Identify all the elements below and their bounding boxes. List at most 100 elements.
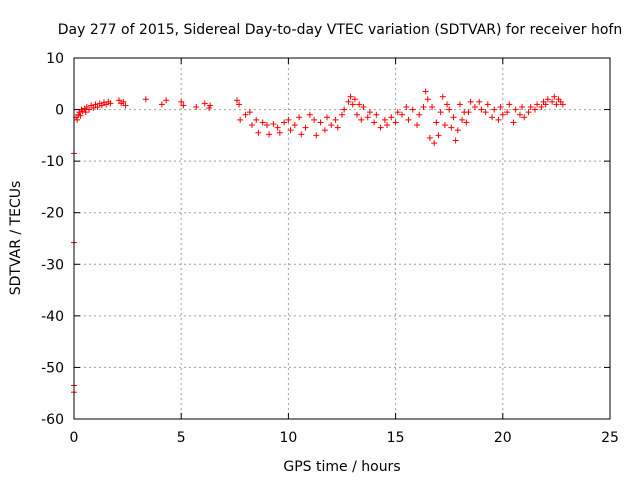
data-point (538, 103, 545, 110)
data-point (255, 129, 262, 136)
data-points (71, 88, 566, 396)
data-point (499, 111, 506, 118)
data-point (317, 119, 324, 126)
data-point (489, 114, 496, 121)
data-point (82, 109, 89, 116)
data-point (263, 122, 270, 129)
data-point (450, 114, 457, 121)
data-point (553, 101, 560, 108)
data-point (388, 114, 395, 121)
data-point (274, 124, 281, 131)
data-point (266, 131, 273, 138)
data-point (446, 106, 453, 113)
axis-ticks (73, 57, 611, 420)
data-point (248, 122, 255, 129)
data-point (94, 103, 101, 110)
data-point (424, 96, 431, 103)
data-point (426, 134, 433, 141)
y-tick-label: -20 (41, 206, 64, 222)
data-point (364, 114, 371, 121)
data-point (497, 103, 504, 110)
data-point (276, 129, 283, 136)
data-point (122, 102, 129, 109)
data-point (394, 109, 401, 116)
data-point (371, 119, 378, 126)
data-point (521, 114, 528, 121)
tick-labels: 0 5 10 15 20 25 10 0 -10 -20 -30 -40 -50 -60 (41, 51, 619, 446)
data-point (98, 102, 105, 109)
data-point (510, 119, 517, 126)
data-point (259, 119, 266, 126)
data-point (478, 106, 485, 113)
data-point (332, 116, 339, 123)
data-point (237, 116, 244, 123)
data-point (531, 106, 538, 113)
data-point (439, 93, 446, 100)
data-point (437, 109, 444, 116)
chart-title: Day 277 of 2015, Sidereal Day-to-day VTE… (58, 22, 622, 38)
data-point (349, 101, 356, 108)
data-point (465, 109, 472, 116)
data-point (158, 101, 165, 108)
data-point (163, 97, 170, 104)
data-point (405, 116, 412, 123)
x-tick-label: 10 (279, 430, 297, 446)
data-point (448, 124, 455, 131)
data-point (476, 98, 483, 105)
data-point (298, 131, 305, 138)
data-point (433, 119, 440, 126)
x-tick-label: 20 (494, 430, 512, 446)
data-point (366, 109, 373, 116)
data-point (435, 132, 442, 139)
data-point (454, 127, 461, 134)
data-point (296, 114, 303, 121)
data-point (403, 103, 410, 110)
y-tick-label: -30 (41, 257, 64, 273)
y-tick-label: 0 (55, 103, 64, 119)
data-point (420, 103, 427, 110)
data-point (77, 112, 84, 119)
data-point (341, 106, 348, 113)
data-point (142, 96, 149, 103)
data-point (347, 93, 354, 100)
data-point (373, 111, 380, 118)
data-point (90, 105, 97, 112)
data-point (544, 96, 551, 103)
data-point (180, 102, 187, 109)
data-point (463, 119, 470, 126)
y-tick-label: -10 (41, 154, 64, 170)
data-point (74, 116, 81, 123)
x-tick-label: 5 (177, 430, 186, 446)
y-tick-label: -60 (41, 412, 64, 428)
data-point (444, 101, 451, 108)
data-point (287, 127, 294, 134)
data-point (534, 101, 541, 108)
y-axis-label: SDTVAR / TECUs (8, 181, 24, 296)
y-tick-label: 10 (46, 51, 64, 67)
data-point (495, 116, 502, 123)
data-point (381, 116, 388, 123)
data-point (246, 109, 253, 116)
data-point (467, 98, 474, 105)
data-point (354, 111, 361, 118)
data-point (519, 103, 526, 110)
data-point (253, 116, 260, 123)
data-point (551, 93, 558, 100)
data-point (328, 122, 335, 129)
data-point (482, 109, 489, 116)
data-point (323, 114, 330, 121)
data-point (306, 111, 313, 118)
data-point (431, 140, 438, 147)
data-point (429, 103, 436, 110)
plot-area-frame (73, 57, 611, 420)
data-point (270, 121, 277, 128)
data-point (302, 124, 309, 131)
data-point (484, 101, 491, 108)
x-tick-label: 25 (601, 430, 619, 446)
data-point (456, 101, 463, 108)
data-point (334, 124, 341, 131)
data-point (339, 111, 345, 118)
data-point (281, 119, 288, 126)
data-point (506, 101, 513, 108)
x-tick-label: 0 (70, 430, 79, 446)
